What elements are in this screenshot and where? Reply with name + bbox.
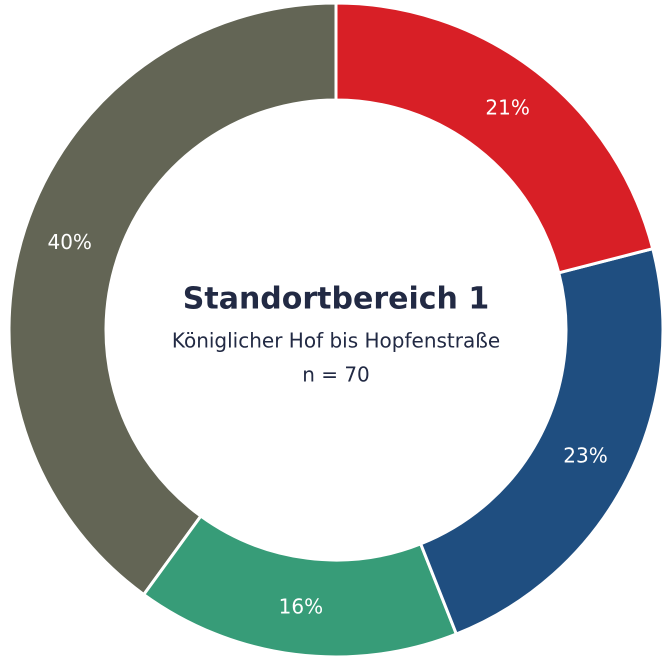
donut-segment: [141, 513, 459, 659]
donut-segment: [7, 1, 338, 597]
donut-segment: [334, 1, 655, 275]
annotation: n = 70: [302, 363, 370, 387]
data-label: 40%: [47, 230, 91, 254]
chart-subtitle: Königlicher Hof bis Hopfenstraße: [172, 329, 500, 353]
data-label: 16%: [279, 594, 323, 618]
data-label: 23%: [563, 444, 607, 468]
chart-title: Standortbereich 1: [183, 282, 489, 317]
donut-segment: [418, 246, 662, 636]
data-label: 21%: [485, 95, 529, 119]
